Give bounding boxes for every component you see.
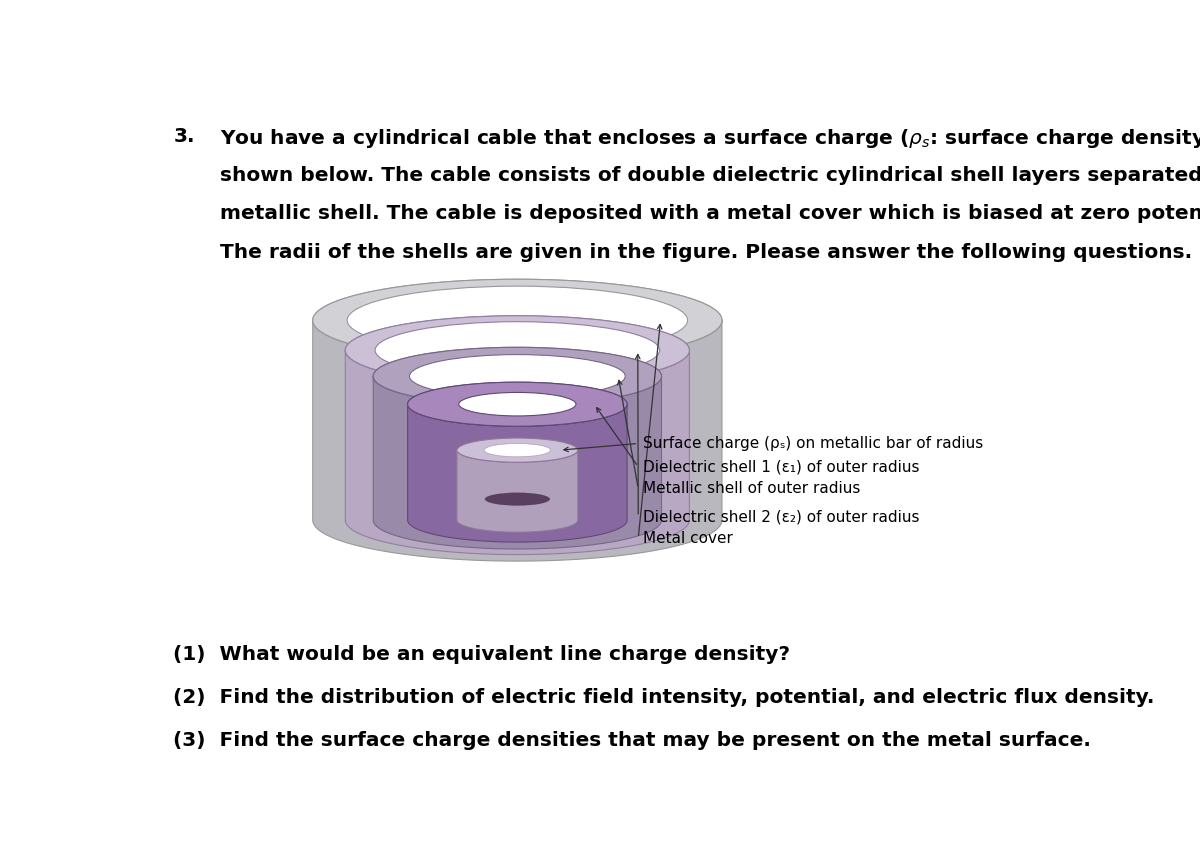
- Ellipse shape: [347, 286, 688, 355]
- Ellipse shape: [409, 355, 625, 398]
- Polygon shape: [408, 382, 628, 404]
- Text: (2)  Find the distribution of electric field intensity, potential, and electric : (2) Find the distribution of electric fi…: [173, 688, 1154, 707]
- Text: Surface charge (ρₛ) on metallic bar of radius: Surface charge (ρₛ) on metallic bar of r…: [643, 436, 988, 451]
- Ellipse shape: [485, 492, 550, 506]
- Ellipse shape: [457, 438, 578, 462]
- Polygon shape: [373, 376, 661, 405]
- Text: Dielectric shell 1 (ε₁) of outer radius: Dielectric shell 1 (ε₁) of outer radius: [643, 459, 924, 474]
- Text: (3)  Find the surface charge densities that may be present on the metal surface.: (3) Find the surface charge densities th…: [173, 731, 1091, 750]
- Polygon shape: [408, 404, 628, 426]
- Ellipse shape: [376, 322, 660, 379]
- Polygon shape: [313, 320, 722, 362]
- Polygon shape: [373, 376, 661, 549]
- Polygon shape: [346, 350, 690, 385]
- Text: The radii of the shells are given in the figure. Please answer the following que: The radii of the shells are given in the…: [220, 243, 1192, 262]
- Polygon shape: [313, 279, 722, 320]
- Text: shown below. The cable consists of double dielectric cylindrical shell layers se: shown below. The cable consists of doubl…: [220, 166, 1200, 185]
- Polygon shape: [346, 350, 690, 554]
- Polygon shape: [373, 348, 661, 376]
- Polygon shape: [313, 320, 722, 561]
- Ellipse shape: [346, 316, 690, 385]
- Text: (1)  What would be an equivalent line charge density?: (1) What would be an equivalent line cha…: [173, 644, 791, 663]
- Ellipse shape: [484, 444, 551, 457]
- Ellipse shape: [313, 279, 722, 362]
- Ellipse shape: [408, 382, 628, 426]
- Text: Metallic shell of outer radius: Metallic shell of outer radius: [643, 481, 865, 497]
- Ellipse shape: [484, 444, 551, 457]
- Polygon shape: [346, 316, 690, 350]
- Text: metallic shell. The cable is deposited with a metal cover which is biased at zer: metallic shell. The cable is deposited w…: [220, 204, 1200, 223]
- Text: You have a cylindrical cable that encloses a surface charge ($\rho_s$: surface c: You have a cylindrical cable that enclos…: [220, 127, 1200, 151]
- Ellipse shape: [458, 393, 576, 416]
- Polygon shape: [457, 450, 578, 532]
- Ellipse shape: [373, 348, 661, 405]
- Text: Dielectric shell 2 (ε₂) of outer radius: Dielectric shell 2 (ε₂) of outer radius: [643, 509, 924, 524]
- Polygon shape: [408, 404, 628, 542]
- Text: Metal cover: Metal cover: [643, 530, 733, 546]
- Text: 3.: 3.: [173, 127, 194, 146]
